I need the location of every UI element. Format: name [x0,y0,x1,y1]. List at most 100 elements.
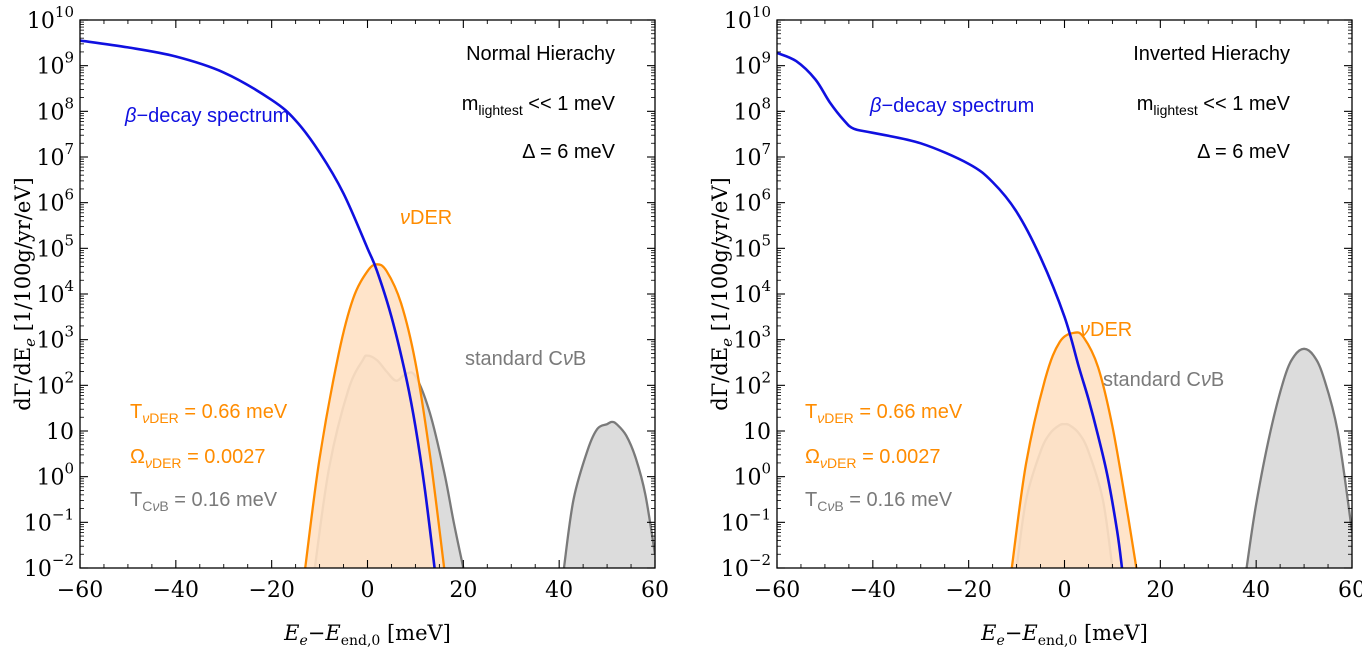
y-tick-label: 106 [733,186,771,217]
y-tick-label: 109 [733,49,771,80]
t-der-label: TνDER = 0.66 meV [805,401,963,426]
y-tick-label: 103 [733,323,771,354]
x-tick-label: −20 [248,578,294,603]
y-tick-base: 10 [733,374,761,399]
y-tick-label: 109 [36,49,74,80]
y-tick-label: 107 [36,140,74,171]
y-tick-base: 10 [733,146,761,171]
y-tick-exponent: 10 [55,3,74,21]
y-tick-base: 10 [36,55,64,80]
y-tick-base: 10 [733,283,761,308]
y-tick-base: 10 [724,9,752,34]
x-tick-label: −40 [153,578,199,603]
y-tick-base: 10 [36,100,64,125]
x-tick-label: −60 [57,578,103,603]
x-tick-label: 0 [1058,578,1072,603]
y-axis-label: dΓ/dEe [1/100g/yr/eV] [11,177,39,410]
plot-1: −60 −40 −20 0 20 40 6010−210−11001010210310410… [11,3,669,649]
der-curve [304,263,446,568]
y-tick-label: 1010 [724,3,771,34]
y-tick-exponent: 2 [64,368,74,386]
y-tick-base: 10 [24,511,52,536]
y-tick-exponent: 0 [761,460,771,478]
y-tick-base: 10 [36,283,64,308]
y-tick-exponent: 2 [761,368,771,386]
omega-der-label: ΩνDER = 0.0027 [130,446,265,471]
plot-area [777,51,1352,568]
x-tick-label: 40 [1242,578,1270,603]
y-tick-exponent: 7 [761,140,771,158]
y-tick-label: 105 [36,231,74,262]
y-tick-label: 10−1 [24,505,74,536]
y-tick-base: 10 [46,420,74,445]
y-tick-base: 10 [733,237,761,262]
plot-area [80,39,655,568]
y-tick-label: 100 [733,460,771,491]
y-tick-label: 108 [36,94,74,125]
y-tick-base: 10 [733,192,761,217]
y-tick-exponent: −2 [52,551,74,569]
y-tick-label: 104 [733,277,771,308]
y-tick-exponent: −1 [749,505,771,523]
standard-c-b-fill [563,421,655,568]
y-tick-base: 10 [733,100,761,125]
y-tick-exponent: 6 [64,186,74,204]
y-tick-label: 10 [46,420,74,445]
delta-label: Δ = 6 meV [1197,141,1291,163]
y-tick-exponent: 5 [64,231,74,249]
y-tick-base: 10 [27,9,55,34]
y-tick-exponent: 4 [64,277,74,295]
decay-spectrum-curve [80,39,436,568]
y-tick-label: 1010 [27,3,74,34]
y-tick-base: 10 [36,466,64,491]
y-tick-base: 10 [36,146,64,171]
m-lightest-label: mlightest << 1 meV [1137,93,1291,118]
x-axis-label: Ee−Eend,0 [meV] [283,621,451,649]
standard-c-b-curve [1245,347,1352,568]
y-tick-exponent: 6 [761,186,771,204]
y-tick-base: 10 [36,329,64,354]
y-tick-base: 10 [733,55,761,80]
standard-c-b-curve [562,420,655,568]
y-tick-exponent: 8 [761,94,771,112]
y-tick-base: 10 [733,466,761,491]
y-tick-label: 106 [36,186,74,217]
beta-decay-label: β−decay spectrum [124,105,289,127]
omega-der-label: ΩνDER = 0.0027 [805,446,940,471]
y-tick-exponent: 10 [752,3,771,21]
y-tick-base: 10 [733,329,761,354]
cnub-label: standard CνB [1103,369,1224,391]
x-tick-label: −20 [945,578,991,603]
y-tick-exponent: 9 [761,49,771,67]
y-tick-label: 10−2 [721,551,771,582]
standard-c-b-fill [1246,348,1352,568]
y-tick-base: 10 [36,192,64,217]
y-tick-exponent: 7 [64,140,74,158]
nuder-label: νDER [1080,319,1132,341]
y-tick-exponent: 9 [64,49,74,67]
y-tick-label: 103 [36,323,74,354]
x-tick-label: 0 [361,578,375,603]
y-tick-exponent: 4 [761,277,771,295]
y-tick-exponent: 3 [761,323,771,341]
x-tick-label: 60 [1338,578,1362,603]
cnub-label: standard CνB [465,348,586,370]
y-tick-label: 100 [36,460,74,491]
der-curve [1010,331,1138,568]
x-tick-label: 20 [449,578,477,603]
y-tick-label: 104 [36,277,74,308]
x-tick-label: 40 [545,578,573,603]
x-tick-label: −60 [754,578,800,603]
y-tick-exponent: 5 [761,231,771,249]
y-tick-label: 10 [743,420,771,445]
y-tick-base: 10 [721,511,749,536]
decay-spectrum-curve [777,51,1124,568]
y-tick-base: 10 [24,557,52,582]
y-tick-exponent: 3 [64,323,74,341]
y-tick-label: 10−1 [721,505,771,536]
y-tick-label: 105 [733,231,771,262]
y-tick-exponent: −2 [749,551,771,569]
t-der-label: TνDER = 0.66 meV [130,401,288,426]
y-tick-label: 102 [733,368,771,399]
